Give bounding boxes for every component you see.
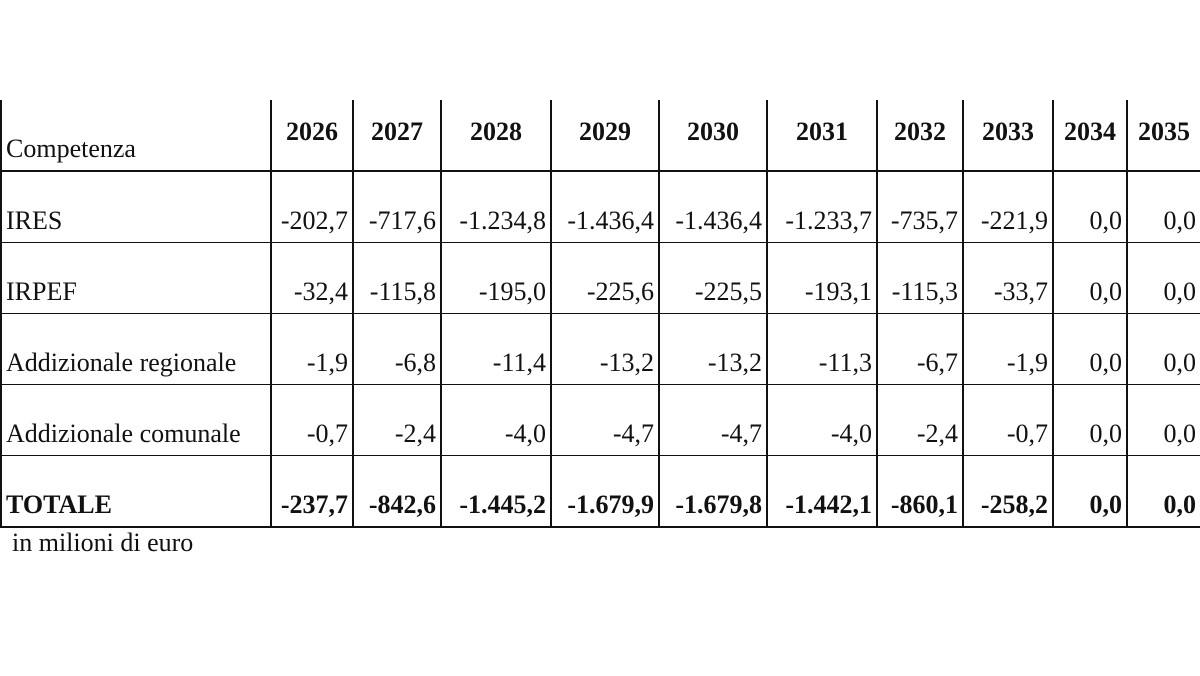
cell-value: -221,9 [962,171,1054,243]
cell-value: 0,0 [1052,313,1128,385]
cell-value: -1,9 [270,313,354,385]
cell-value: -237,7 [270,455,354,528]
cell-value: -1.436,4 [550,171,660,243]
row-label: IRPEF [0,242,272,314]
header-year: 2030 [658,100,768,172]
cell-value: -6,8 [352,313,442,385]
cell-value: -2,4 [352,384,442,456]
cell-value: -115,3 [876,242,964,314]
table-body: Competenza 2026 2027 2028 2029 2030 2031 2032 20… [0,100,1200,528]
header-year: 2035 [1126,100,1200,172]
cell-value: -33,7 [962,242,1054,314]
cell-value: -258,2 [962,455,1054,528]
cell-value: -4,0 [766,384,878,456]
data-table: Competenza 2026 2027 2028 2029 2030 2031 2032 20… [0,100,1200,528]
cell-value: -1.442,1 [766,455,878,528]
cell-value: -4,7 [658,384,768,456]
cell-value: -6,7 [876,313,964,385]
header-year: 2029 [550,100,660,172]
cell-value: -1.233,7 [766,171,878,243]
cell-value: 0,0 [1126,171,1200,243]
table-note: in milioni di euro [12,528,194,557]
cell-value: -1.234,8 [440,171,552,243]
cell-value: -1.679,9 [550,455,660,528]
total-row: TOTALE -237,7 -842,6 -1.445,2 -1.679,9 -1.679… [0,455,1200,528]
header-year: 2031 [766,100,878,172]
cell-value: -1.679,8 [658,455,768,528]
header-label: Competenza [0,100,272,172]
cell-value: -842,6 [352,455,442,528]
header-year: 2034 [1052,100,1128,172]
cell-value: -4,7 [550,384,660,456]
cell-value: 0,0 [1052,242,1128,314]
cell-value: 0,0 [1126,313,1200,385]
header-year: 2032 [876,100,964,172]
data-row: IRPEF -32,4 -115,8 -195,0 -225,6 -225,5 -193,1… [0,242,1200,314]
cell-value: -225,6 [550,242,660,314]
cell-value: -0,7 [270,384,354,456]
row-label: Addizionale regionale [0,313,272,385]
header-row: Competenza 2026 2027 2028 2029 2030 2031 2032 20… [0,100,1200,172]
cell-value: 0,0 [1052,384,1128,456]
data-row: Addizionale comunale -0,7 -2,4 -4,0 -4,7 -4,7… [0,384,1200,456]
row-label: Addizionale comunale [0,384,272,456]
row-label: TOTALE [0,455,272,528]
cell-value: -193,1 [766,242,878,314]
cell-value: -4,0 [440,384,552,456]
cell-value: -195,0 [440,242,552,314]
row-label: IRES [0,171,272,243]
cell-value: -735,7 [876,171,964,243]
data-row: IRES -202,7 -717,6 -1.234,8 -1.436,4 -1.436,4… [0,171,1200,243]
cell-value: -1.436,4 [658,171,768,243]
cell-value: -11,3 [766,313,878,385]
header-year: 2033 [962,100,1054,172]
cell-value: 0,0 [1126,242,1200,314]
header-year: 2026 [270,100,354,172]
cell-value: 0,0 [1052,455,1128,528]
cell-value: -0,7 [962,384,1054,456]
cell-value: 0,0 [1126,384,1200,456]
cell-value: -32,4 [270,242,354,314]
cell-value: -115,8 [352,242,442,314]
header-year: 2028 [440,100,552,172]
cell-value: -13,2 [550,313,660,385]
cell-value: -860,1 [876,455,964,528]
cell-value: -11,4 [440,313,552,385]
cell-value: 0,0 [1126,455,1200,528]
cell-value: -202,7 [270,171,354,243]
cell-value: -1.445,2 [440,455,552,528]
cell-value: -13,2 [658,313,768,385]
cell-value: -717,6 [352,171,442,243]
header-year: 2027 [352,100,442,172]
cell-value: -1,9 [962,313,1054,385]
cell-value: -225,5 [658,242,768,314]
cell-value: -2,4 [876,384,964,456]
cell-value: 0,0 [1052,171,1128,243]
data-row: Addizionale regionale -1,9 -6,8 -11,4 -13,2-… [0,313,1200,385]
